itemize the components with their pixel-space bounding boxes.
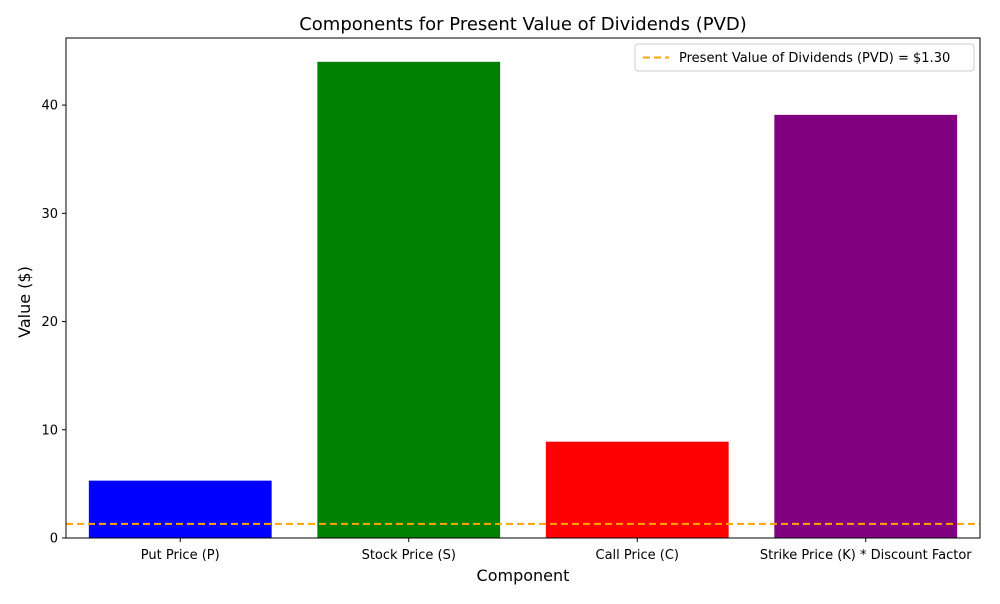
plot-frame — [65, 37, 981, 539]
x-tick-label: Strike Price (K) * Discount Factor — [760, 548, 972, 563]
bar-1 — [88, 480, 272, 538]
y-tick-label: 0 — [50, 532, 58, 547]
x-tick-label: Put Price (P) — [141, 548, 220, 563]
x-tick-label: Call Price (C) — [596, 548, 679, 563]
x-tick-label: Stock Price (S) — [362, 548, 456, 563]
y-axis-label: Value ($) — [15, 266, 34, 338]
y-tick-label: 30 — [41, 207, 58, 222]
legend: Present Value of Dividends (PVD) = $1.30 — [634, 43, 975, 72]
x-axis: Put Price (P) Stock Price (S) Call Price (… — [141, 538, 972, 563]
bar-2 — [317, 61, 501, 539]
y-axis: 0 10 20 30 40 — [41, 99, 66, 547]
bar-4 — [774, 114, 958, 538]
x-axis-label: Component — [477, 566, 570, 585]
y-tick-label: 10 — [41, 423, 58, 438]
y-tick-label: 20 — [41, 315, 58, 330]
legend-box — [634, 43, 975, 72]
legend-label: Present Value of Dividends (PVD) = $1.30 — [679, 51, 950, 66]
bars-group — [88, 61, 958, 539]
bar-3 — [545, 441, 729, 538]
chart-title: Components for Present Value of Dividend… — [299, 14, 747, 35]
y-tick-label: 40 — [41, 99, 58, 114]
